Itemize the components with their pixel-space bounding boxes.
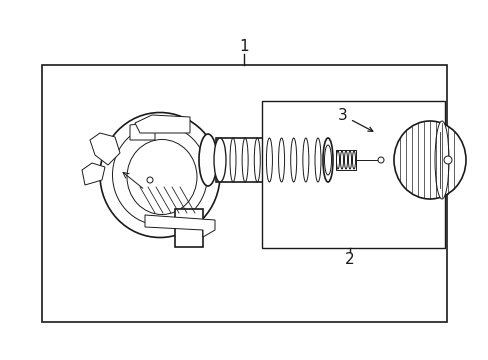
Polygon shape — [145, 215, 215, 237]
Bar — [335, 150, 355, 170]
Ellipse shape — [214, 138, 225, 182]
Polygon shape — [130, 123, 155, 140]
Polygon shape — [135, 115, 190, 133]
Ellipse shape — [434, 121, 448, 199]
Polygon shape — [82, 163, 105, 185]
Text: 3: 3 — [337, 108, 372, 131]
Ellipse shape — [323, 138, 332, 182]
Bar — [41, 65, 447, 322]
Ellipse shape — [112, 125, 207, 225]
Ellipse shape — [377, 157, 383, 163]
Bar — [261, 101, 444, 248]
Ellipse shape — [393, 121, 465, 199]
Ellipse shape — [199, 134, 217, 186]
Ellipse shape — [127, 139, 197, 215]
Bar — [175, 209, 203, 247]
Ellipse shape — [147, 177, 153, 183]
Ellipse shape — [100, 112, 220, 238]
Bar — [216, 138, 327, 182]
Text: 2: 2 — [344, 252, 354, 267]
Text: 1: 1 — [239, 39, 249, 54]
Ellipse shape — [324, 145, 331, 175]
Polygon shape — [90, 133, 120, 165]
Ellipse shape — [443, 156, 451, 164]
